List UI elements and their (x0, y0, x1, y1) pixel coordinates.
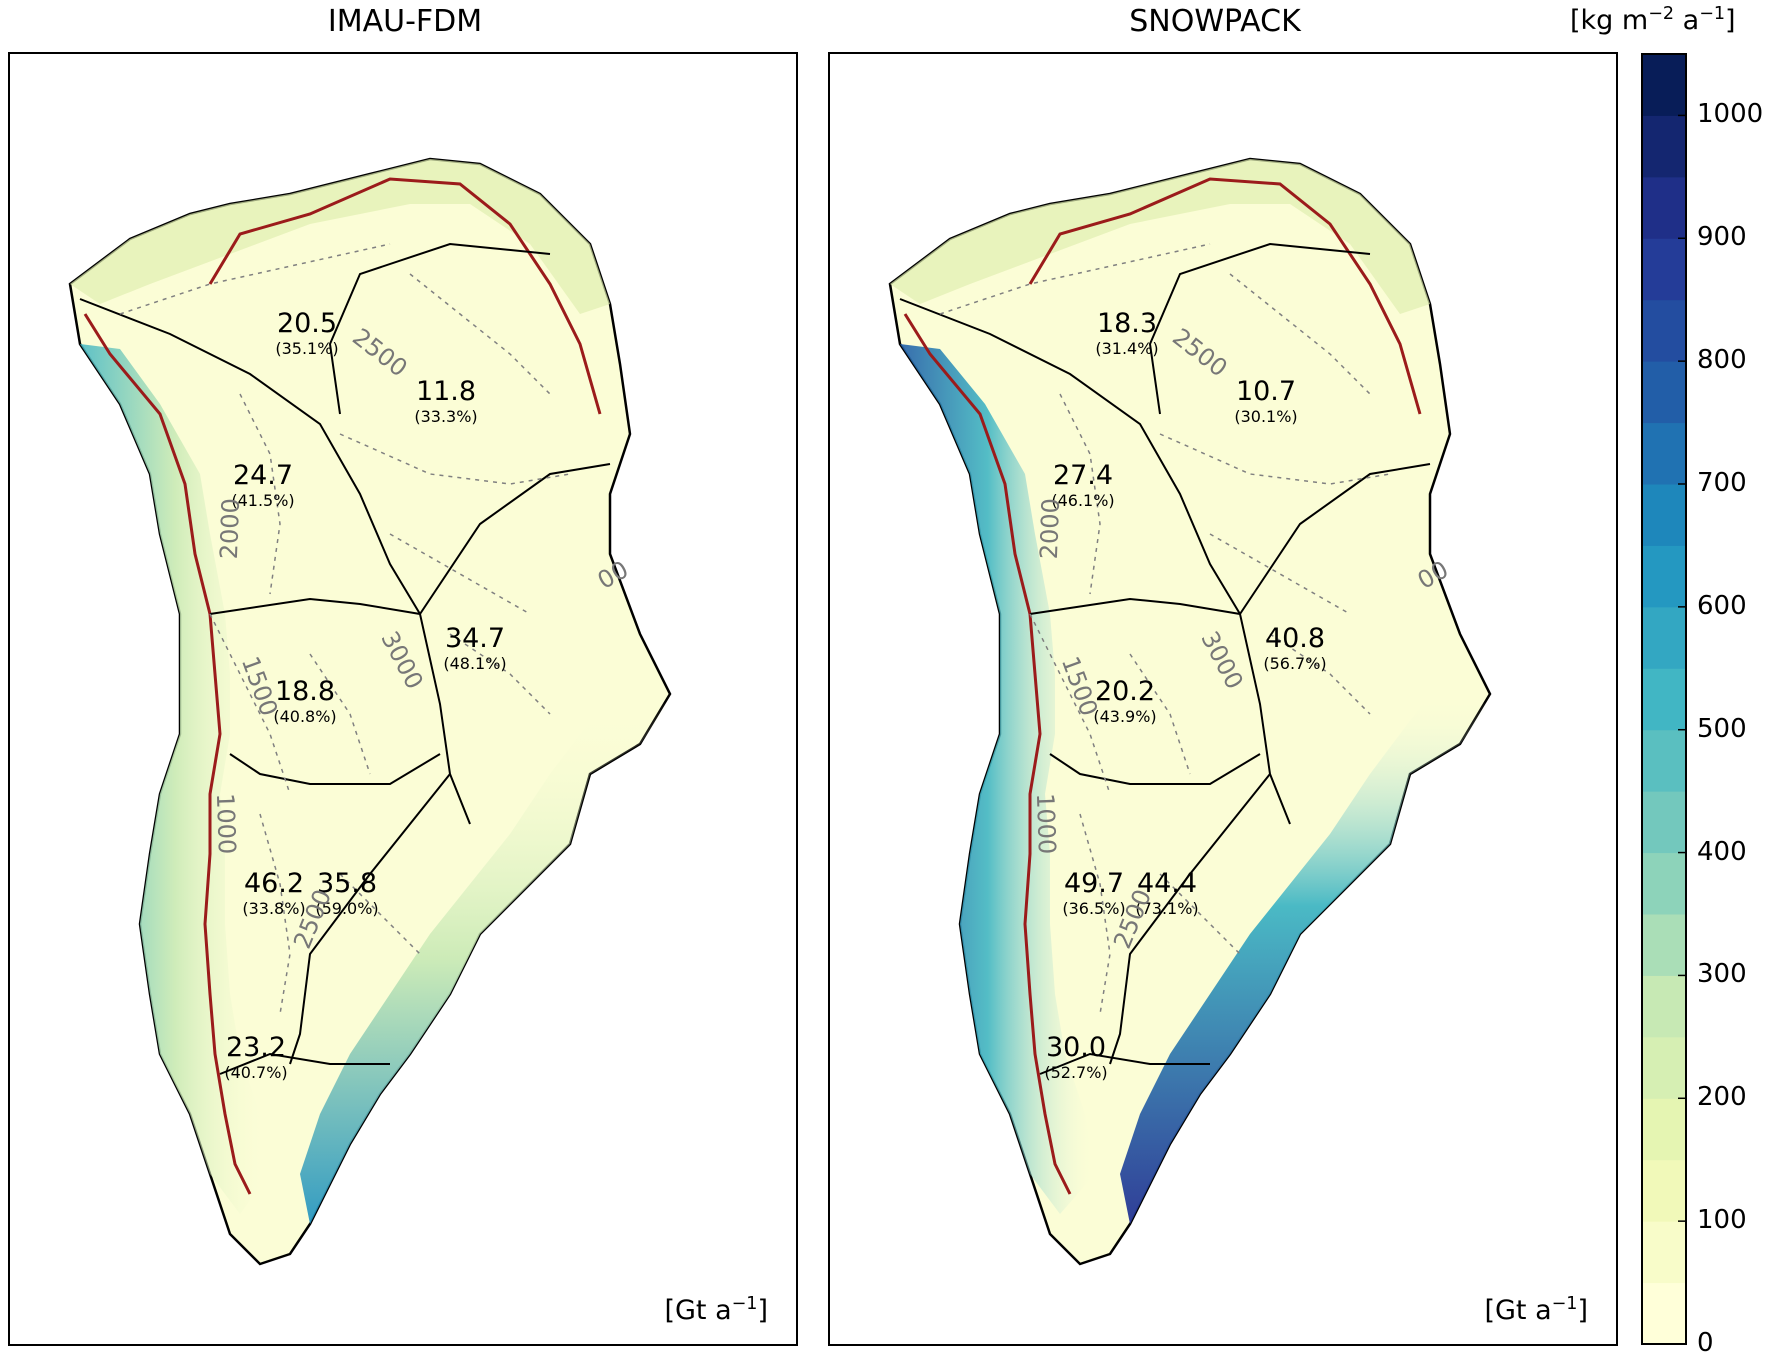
panel-title-imau-fdm: IMAU-FDM (327, 4, 483, 39)
elevation-contours (119, 243, 571, 1015)
region-value: 23.2 (226, 1032, 286, 1063)
colorbar-tick-label: 800 (1697, 345, 1747, 376)
colorbar-segment (1642, 1282, 1686, 1345)
elevation-contours (939, 243, 1391, 1015)
colorbar-tick-label: 400 (1697, 836, 1747, 867)
region-value: 20.2 (1095, 676, 1155, 707)
region-value: 27.4 (1053, 460, 1113, 491)
region-percent: (56.7%) (1263, 654, 1326, 673)
colorbar-segment (1642, 852, 1686, 915)
colorbar-segment (1642, 975, 1686, 1038)
colorbar (1641, 53, 1687, 1345)
colorbar-segment (1642, 422, 1686, 485)
region-labels: 18.3 (31.4%) 10.7 (30.1%) 27.4 (46.1%) 4… (1044, 308, 1326, 1082)
map-panel-snowpack: 18.3 (31.4%) 10.7 (30.1%) 27.4 (46.1%) 4… (828, 52, 1618, 1346)
region-value: 10.7 (1236, 376, 1296, 407)
region-percent: (43.9%) (1093, 707, 1156, 726)
colorbar-segment (1642, 1098, 1686, 1161)
region-percent: (30.1%) (1234, 407, 1297, 426)
contour-label: 2000 (1035, 498, 1065, 560)
colorbar-segment (1642, 1221, 1686, 1284)
region-percent: (36.5%) (1062, 899, 1125, 918)
drainage-basin-boundaries (899, 242, 1431, 1075)
equilibrium-line-north (208, 177, 602, 415)
map-panel-imau-fdm: 20.5 (35.1%) 11.8 (33.3%) 24.7 (41.5%) 3… (8, 52, 798, 1346)
region-value: 18.3 (1097, 308, 1157, 339)
southeast-coast-melt-zone (1120, 694, 1490, 1224)
greenland-map-snowpack: 18.3 (31.4%) 10.7 (30.1%) 27.4 (46.1%) 4… (888, 157, 1492, 1266)
colorbar-tick-label: 500 (1697, 713, 1747, 744)
colorbar-segment (1642, 361, 1686, 424)
region-value: 11.8 (416, 376, 476, 407)
region-value: 35.8 (317, 868, 377, 899)
colorbar-tick-label: 300 (1697, 959, 1747, 990)
region-percent: (48.1%) (443, 654, 506, 673)
region-percent: (31.4%) (1095, 339, 1158, 358)
colorbar-segment (1642, 791, 1686, 854)
colorbar-tick-label: 1000 (1697, 99, 1764, 130)
region-value: 18.8 (275, 676, 335, 707)
region-value: 30.0 (1046, 1032, 1106, 1063)
colorbar-segment (1642, 484, 1686, 546)
west-coast-melt-zone (900, 344, 1095, 1214)
units-label: [Gt a−1] (1484, 1294, 1588, 1326)
equilibrium-line-north (1028, 177, 1422, 415)
panel-title-snowpack: SNOWPACK (1129, 4, 1301, 39)
colorbar-title: [kg m−2 a−1] (1570, 4, 1736, 36)
colorbar-segment (1642, 54, 1686, 116)
region-value: 24.7 (233, 460, 293, 491)
colorbar-segment (1642, 115, 1686, 178)
colorbar-segment (1642, 299, 1686, 362)
colorbar-tick-label: 200 (1697, 1082, 1747, 1113)
region-value: 34.7 (445, 623, 505, 654)
colorbar-tick-label: 700 (1697, 468, 1747, 498)
colorbar-segment (1642, 545, 1686, 608)
colorbar-segment (1642, 914, 1686, 976)
southeast-coast-melt-zone (300, 694, 670, 1224)
region-value: 46.2 (244, 868, 304, 899)
colorbar-segment (1642, 668, 1686, 731)
colorbar-frame (1641, 53, 1687, 1345)
region-percent: (33.3%) (414, 407, 477, 426)
colorbar-tick-label: 900 (1697, 222, 1747, 253)
colorbar-segment (1642, 238, 1686, 301)
region-percent: (73.1%) (1135, 899, 1198, 918)
region-value: 49.7 (1064, 868, 1124, 899)
equilibrium-line (83, 313, 252, 1195)
contour-label: 1000 (211, 793, 241, 855)
region-percent: (59.0%) (315, 899, 378, 918)
drainage-basin-boundaries (79, 242, 611, 1075)
region-value: 40.8 (1265, 623, 1325, 654)
colorbar-segment (1642, 1159, 1686, 1222)
region-percent: (41.5%) (231, 491, 294, 510)
colorbar-segment (1642, 1036, 1686, 1099)
colorbar-segment (1642, 729, 1686, 792)
greenland-map-imau: 20.5 (35.1%) 11.8 (33.3%) 24.7 (41.5%) 3… (68, 157, 672, 1266)
contour-label: 1000 (1031, 793, 1061, 855)
region-labels: 20.5 (35.1%) 11.8 (33.3%) 24.7 (41.5%) 3… (224, 308, 506, 1082)
region-percent: (35.1%) (275, 339, 338, 358)
contour-label: 2000 (215, 498, 245, 560)
region-percent: (46.1%) (1051, 491, 1114, 510)
region-percent: (52.7%) (1044, 1063, 1107, 1082)
region-percent: (33.8%) (242, 899, 305, 918)
colorbar-tick-label: 100 (1697, 1205, 1747, 1236)
region-percent: (40.7%) (224, 1063, 287, 1082)
west-coast-melt-zone (80, 344, 270, 1214)
colorbar-tick-label: 600 (1697, 590, 1747, 621)
equilibrium-line (903, 313, 1072, 1195)
colorbar-segment (1642, 176, 1686, 239)
colorbar-segment (1642, 606, 1686, 669)
region-value: 20.5 (277, 308, 337, 339)
units-label: [Gt a−1] (664, 1294, 768, 1326)
region-percent: (40.8%) (273, 707, 336, 726)
region-value: 44.4 (1137, 868, 1197, 899)
colorbar-tick-label: 0 (1697, 1328, 1714, 1358)
